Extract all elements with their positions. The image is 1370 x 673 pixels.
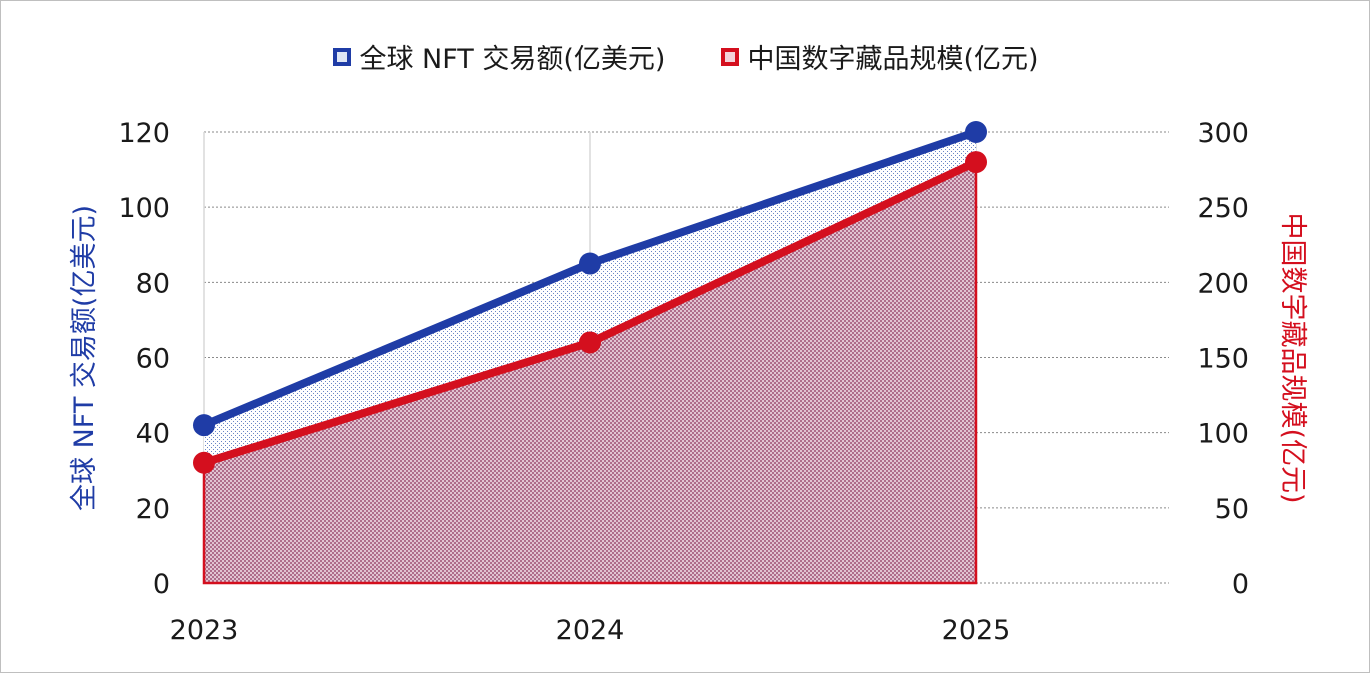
y-right-tick-label: 300	[1197, 118, 1249, 149]
y-right-tick-label: 50	[1215, 494, 1249, 525]
y-axis-left-title: 全球 NFT 交易额(亿美元)	[69, 205, 100, 511]
y-right-tick-label: 0	[1232, 569, 1249, 600]
point-global-nft	[579, 252, 601, 275]
y-right-tick-label: 100	[1197, 419, 1249, 450]
y-right-tick-label: 250	[1197, 193, 1249, 224]
point-global-nft	[193, 414, 215, 437]
legend-item-china-collectibles: 中国数字藏品规模(亿元)	[721, 37, 1039, 76]
legend: 全球 NFT 交易额(亿美元) 中国数字藏品规模(亿元)	[1, 37, 1369, 76]
x-tick-label: 2023	[170, 615, 239, 646]
markers	[193, 121, 987, 474]
point-china-collectibles	[965, 151, 987, 174]
axis-ticks: 0 20 40 60 80 100 120 0 50 100 150 200 250 300 2023 202…	[118, 118, 1249, 646]
y-left-tick-label: 80	[136, 268, 170, 299]
legend-item-global-nft: 全球 NFT 交易额(亿美元)	[333, 37, 665, 76]
point-china-collectibles	[193, 451, 215, 474]
areas	[202, 132, 978, 585]
y-axis-right-title: 中国数字藏品规模(亿元)	[1277, 212, 1308, 503]
y-left-tick-label: 0	[153, 569, 170, 600]
y-left-tick-label: 40	[136, 419, 170, 450]
y-left-tick-label: 60	[136, 344, 170, 375]
legend-swatch-china-collectibles	[721, 47, 740, 66]
y-left-tick-label: 20	[136, 494, 170, 525]
x-tick-label: 2024	[556, 615, 625, 646]
y-right-tick-label: 150	[1197, 344, 1249, 375]
legend-label-china-collectibles: 中国数字藏品规模(亿元)	[747, 44, 1039, 75]
y-left-tick-label: 100	[118, 193, 170, 224]
legend-label-global-nft: 全球 NFT 交易额(亿美元)	[359, 44, 666, 75]
y-left-tick-label: 120	[118, 118, 170, 149]
y-right-tick-label: 200	[1197, 268, 1249, 299]
point-global-nft	[965, 121, 987, 143]
point-china-collectibles	[579, 331, 601, 354]
legend-swatch-global-nft	[333, 47, 352, 66]
x-tick-label: 2025	[942, 615, 1011, 646]
